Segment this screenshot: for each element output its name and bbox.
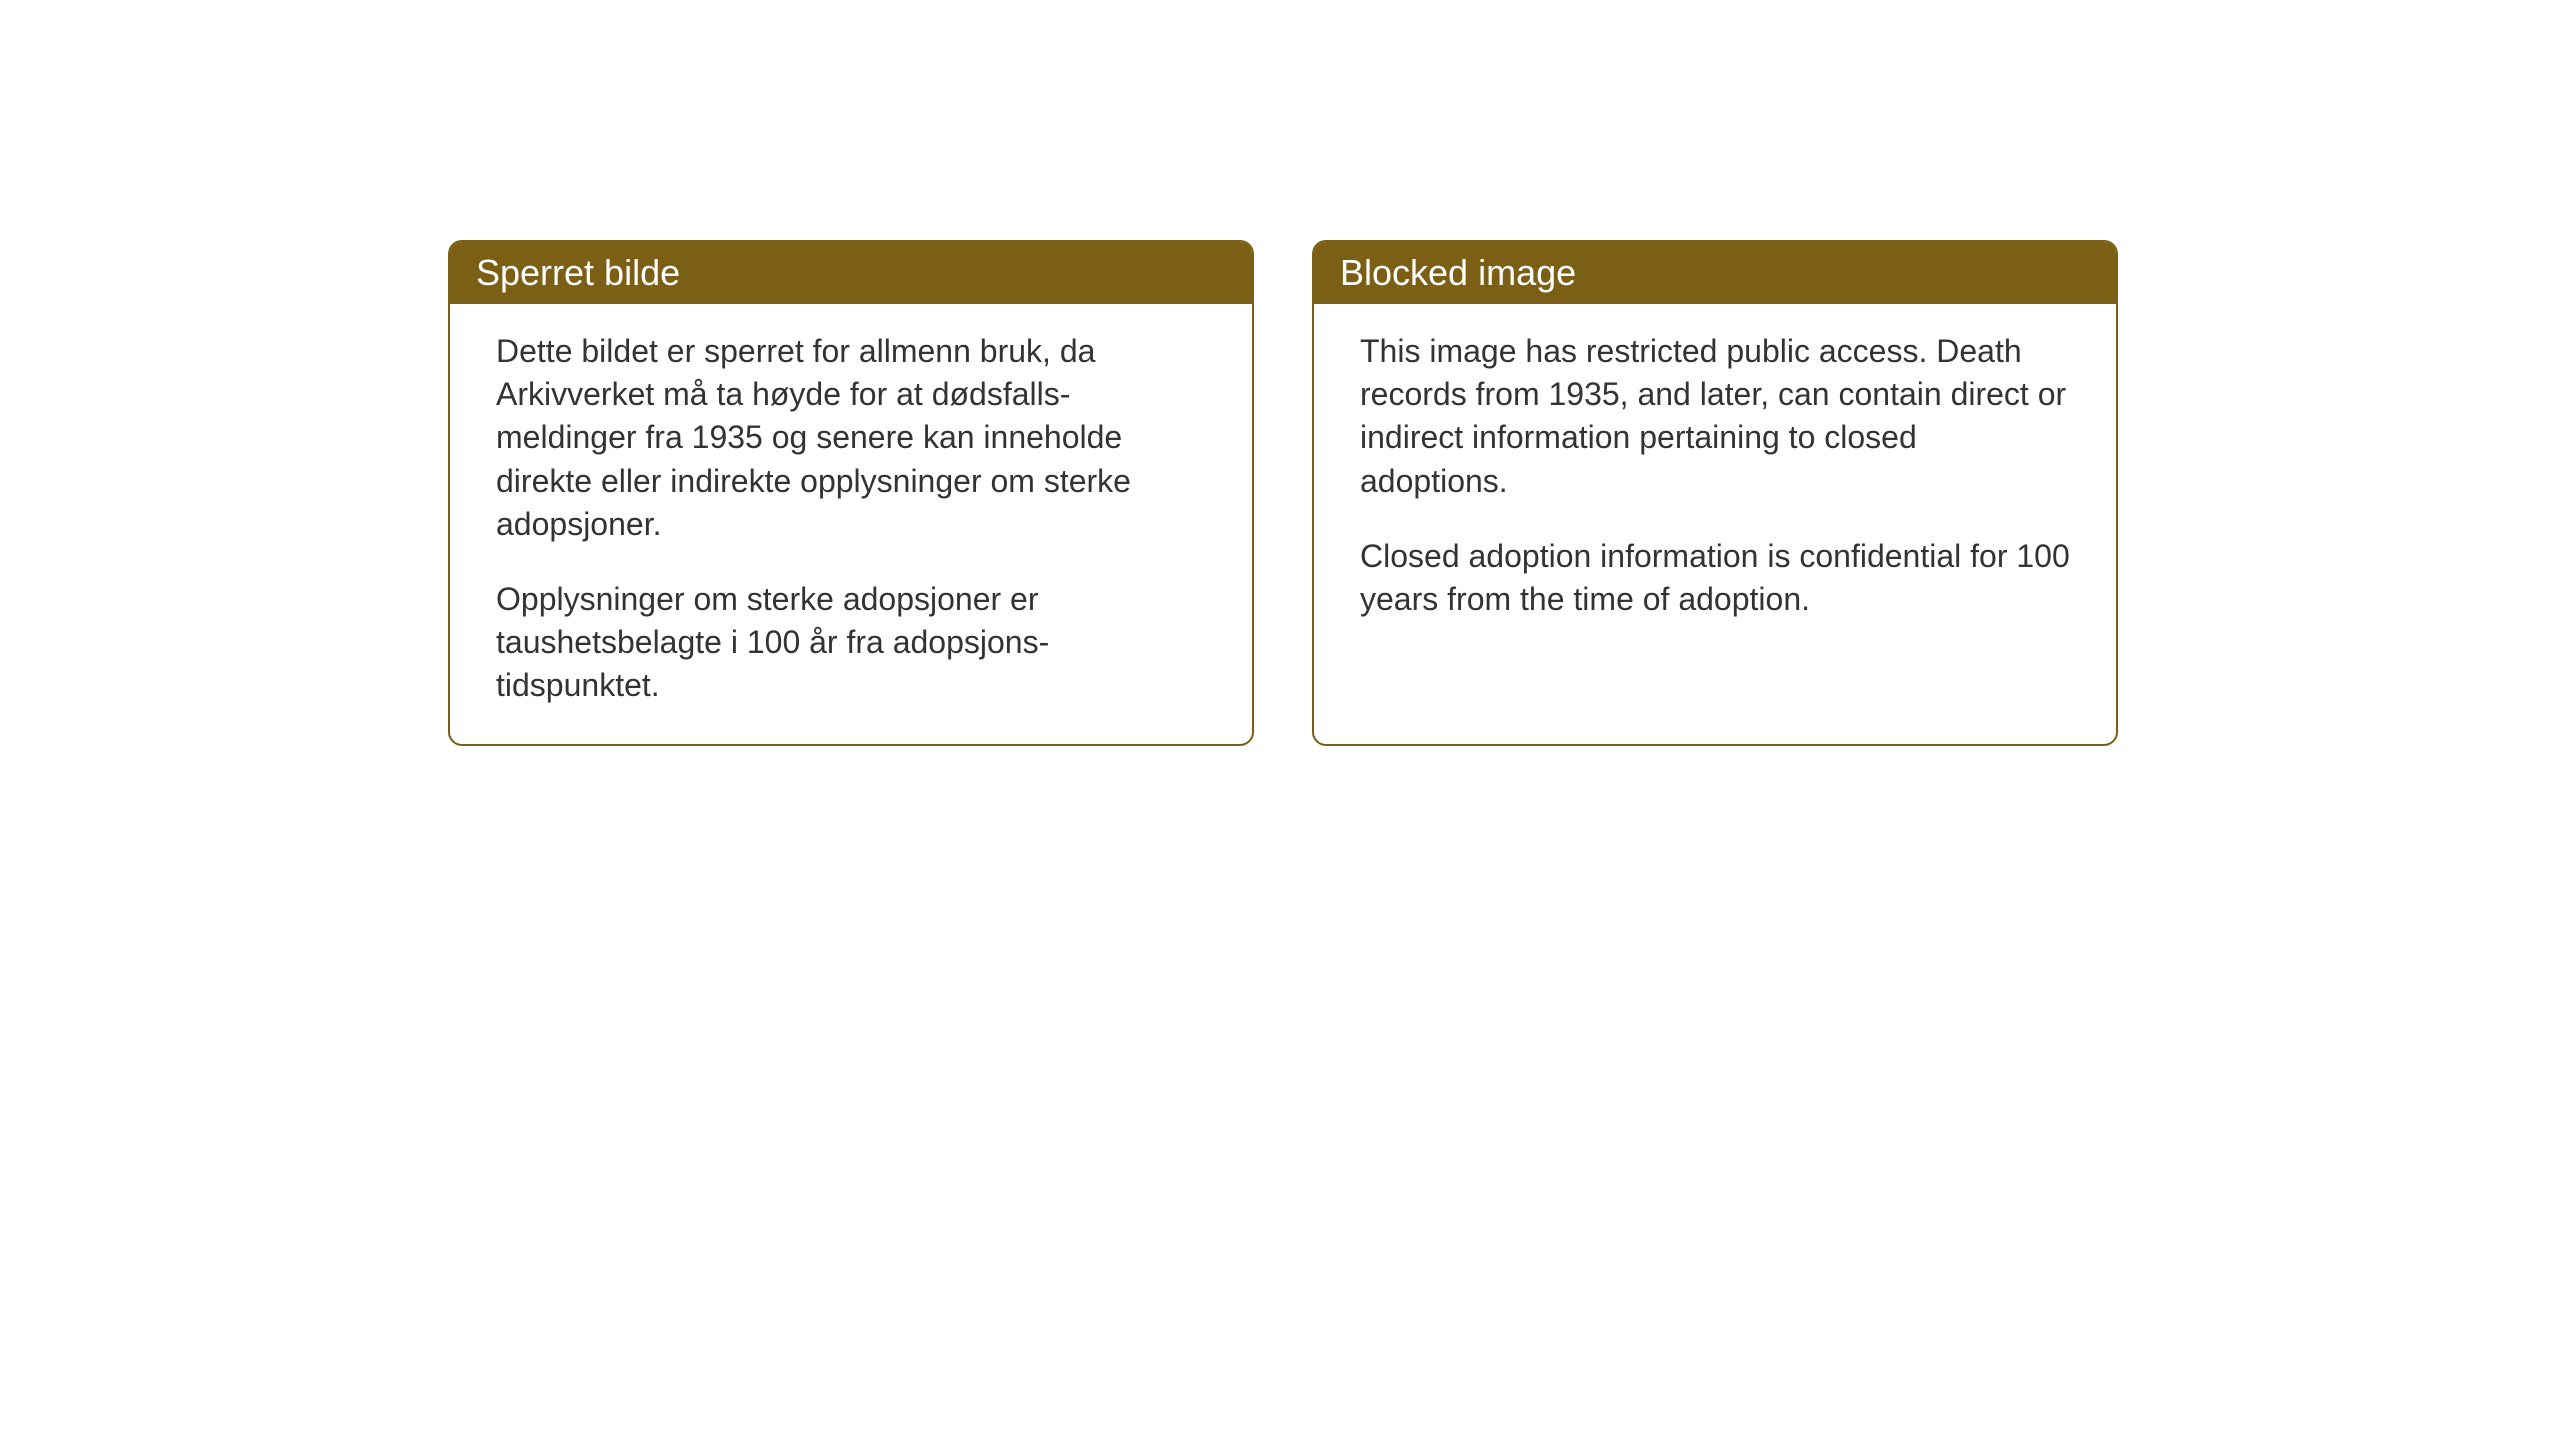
notice-header-norwegian: Sperret bilde bbox=[450, 242, 1252, 304]
notice-para2-norwegian: Opplysninger om sterke adopsjoner er tau… bbox=[496, 578, 1206, 708]
notice-title-english: Blocked image bbox=[1340, 252, 1576, 293]
notice-header-english: Blocked image bbox=[1314, 242, 2116, 304]
notice-para2-english: Closed adoption information is confident… bbox=[1360, 535, 2070, 621]
notice-para1-norwegian: Dette bildet er sperret for allmenn bruk… bbox=[496, 330, 1206, 546]
notice-card-english: Blocked image This image has restricted … bbox=[1312, 240, 2118, 746]
notice-card-norwegian: Sperret bilde Dette bildet er sperret fo… bbox=[448, 240, 1254, 746]
notice-body-norwegian: Dette bildet er sperret for allmenn bruk… bbox=[450, 304, 1252, 744]
notice-title-norwegian: Sperret bilde bbox=[476, 252, 680, 293]
notice-para1-english: This image has restricted public access.… bbox=[1360, 330, 2070, 503]
notice-container: Sperret bilde Dette bildet er sperret fo… bbox=[448, 240, 2118, 746]
notice-body-english: This image has restricted public access.… bbox=[1314, 304, 2116, 695]
